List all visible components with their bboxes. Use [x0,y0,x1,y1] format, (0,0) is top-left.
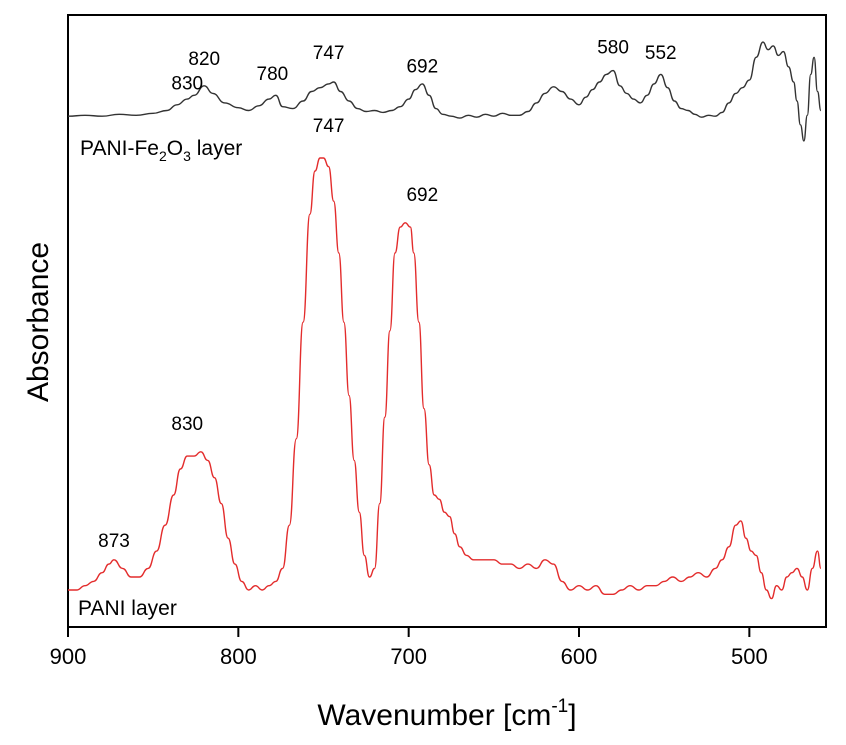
series-line-pani [68,157,822,600]
peak-annotation-873: 873 [98,531,130,552]
peak-annotation-780: 780 [257,64,289,85]
peak-annotation-820: 820 [188,49,220,70]
series-label-pani-fe2o3-sub: 2 [159,148,167,164]
series-label-pani: PANI layer [78,597,177,620]
x-tick-label: 600 [561,644,598,669]
x-axis-title-end: ] [568,699,576,732]
x-tick-label: 800 [220,644,257,669]
y-axis-title: Absorbance [22,242,55,402]
peak-annotation-692: 692 [406,57,438,78]
peak-annotation-692: 692 [406,185,438,206]
peak-annotations: 830 820 780 747 692 580 552 873 830 747 692 [98,38,676,552]
peak-annotation-580: 580 [597,38,629,59]
peak-annotation-830: 830 [171,74,203,95]
x-tick-label: 500 [731,644,768,669]
peak-annotation-552: 552 [645,43,677,64]
series-label-pani-fe2o3-part: O [167,137,183,160]
peak-annotation-747: 747 [313,116,345,137]
x-tick-label: 900 [50,644,87,669]
x-axis-title: Wavenumber [cm-1] [317,696,576,732]
peak-annotation-830: 830 [171,414,203,435]
peak-annotation-747: 747 [313,43,345,64]
series-label-pani-fe2o3-part: PANI-Fe [80,137,159,160]
series-label-pani-fe2o3-part: layer [191,137,242,160]
x-axis-title-main: Wavenumber [cm [317,699,551,732]
series-layer [67,41,822,600]
x-axis-title-sup: -1 [551,696,568,717]
plot-frame [67,14,827,628]
series-line-pani-fe2o3 [67,41,822,142]
x-axis-ticks: 900 800 700 600 500 [50,627,768,669]
series-label-pani-fe2o3: PANI-Fe2O3 layer [80,137,242,164]
x-tick-label: 700 [390,644,427,669]
series-label-pani-fe2o3-sub: 3 [183,148,191,164]
